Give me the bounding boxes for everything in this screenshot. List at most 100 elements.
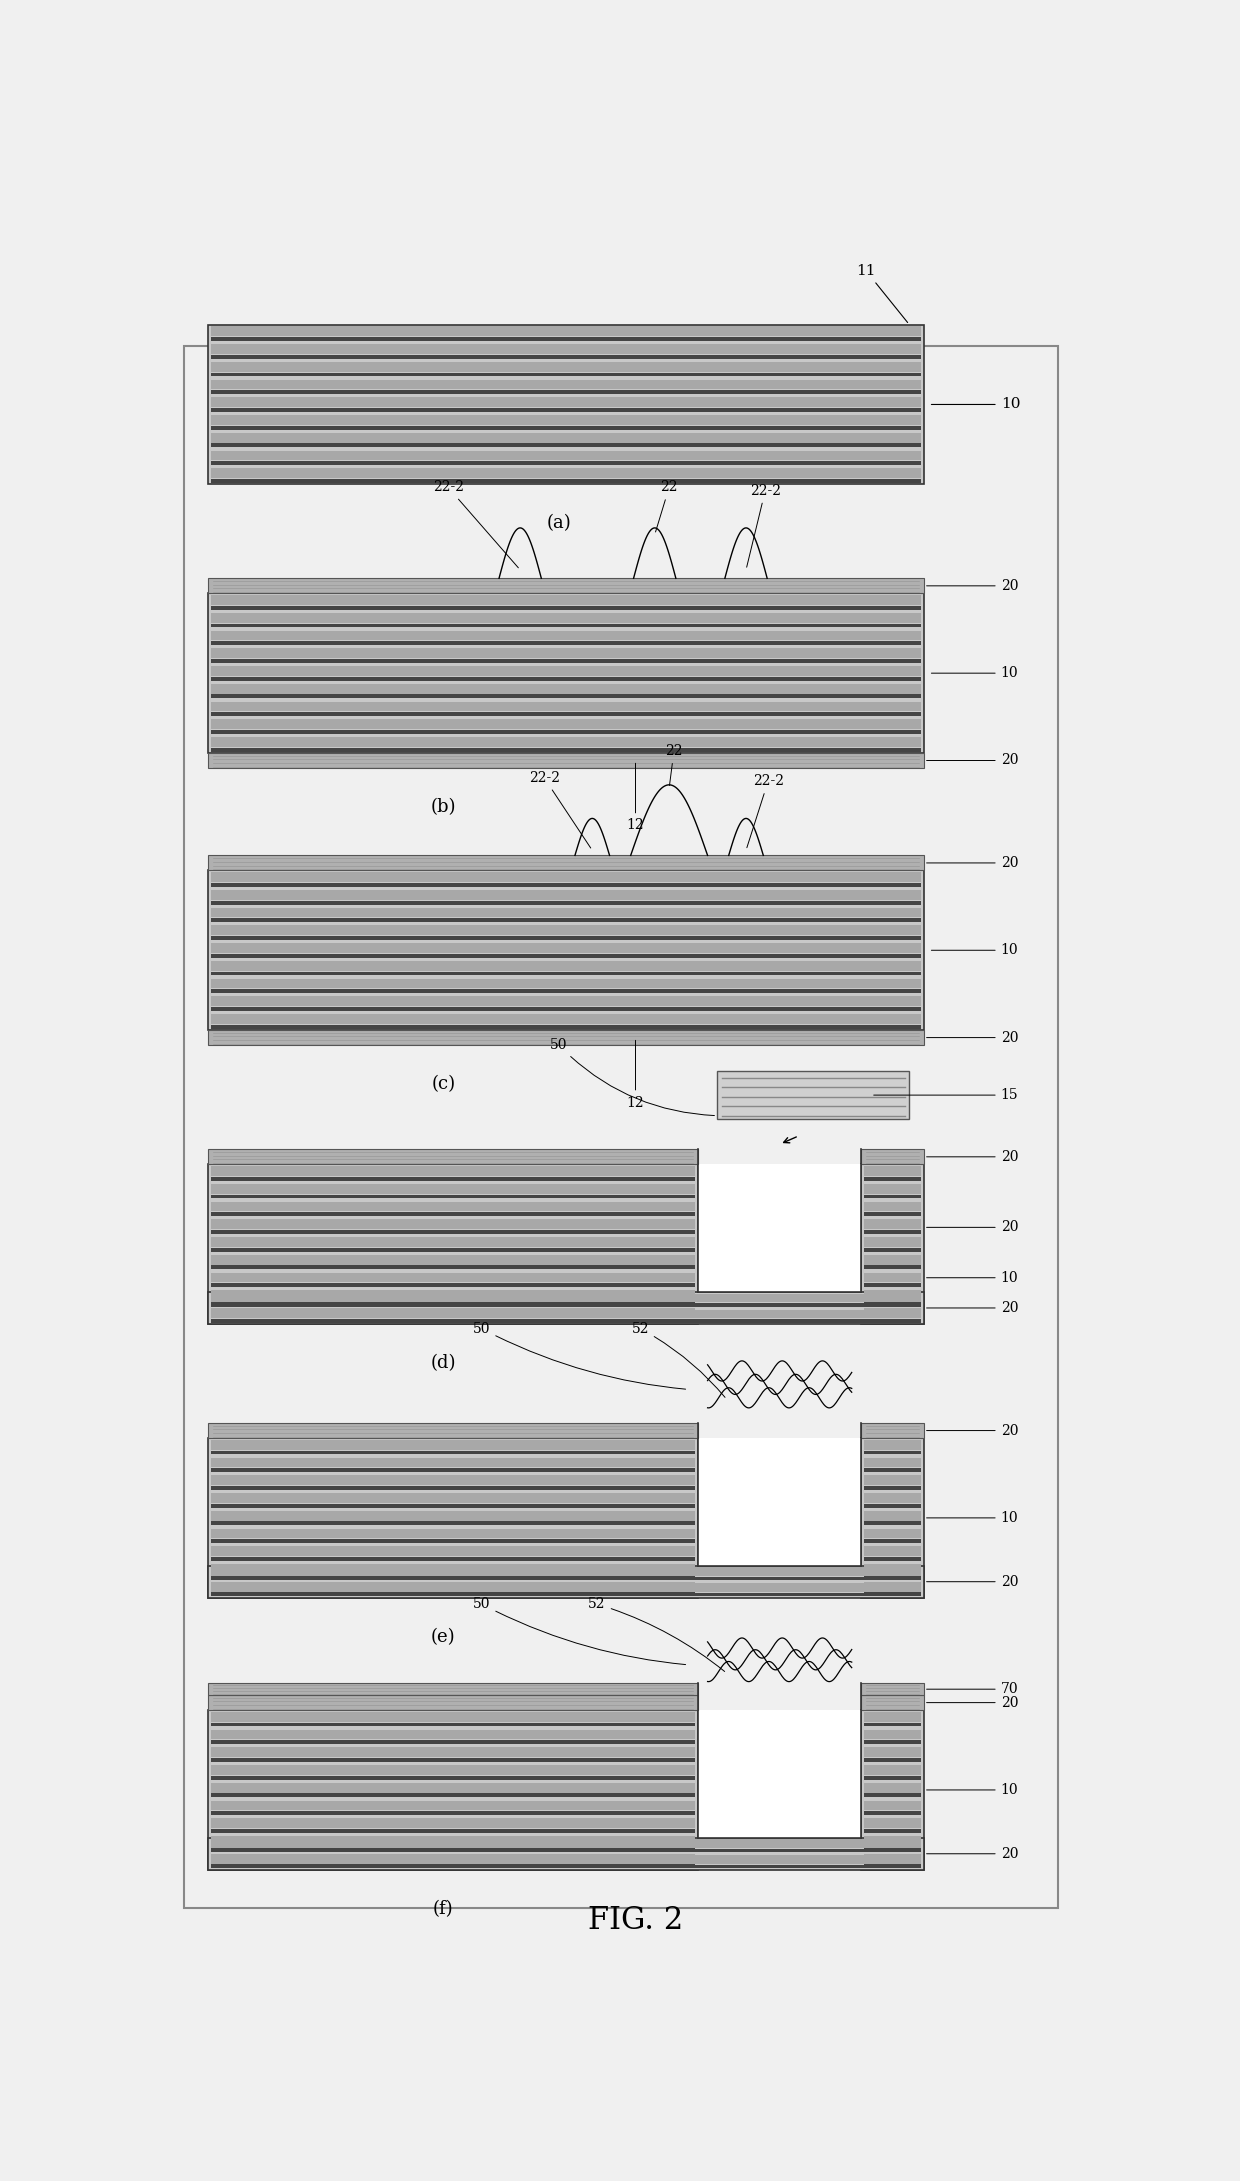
Bar bbox=[864, 1830, 921, 1832]
Bar bbox=[211, 1564, 696, 1575]
Bar bbox=[208, 1165, 698, 1324]
Bar bbox=[211, 1568, 921, 1577]
Bar bbox=[211, 962, 921, 971]
Text: 20: 20 bbox=[926, 1149, 1018, 1165]
Bar bbox=[211, 595, 921, 604]
Bar bbox=[864, 1474, 921, 1485]
Bar bbox=[211, 665, 921, 676]
Bar bbox=[698, 1165, 862, 1291]
Bar bbox=[864, 1468, 921, 1472]
Bar bbox=[211, 1485, 696, 1490]
Bar bbox=[211, 613, 921, 622]
Bar bbox=[862, 1437, 924, 1599]
Bar bbox=[211, 1468, 696, 1472]
Bar bbox=[211, 676, 921, 680]
Bar bbox=[864, 1522, 921, 1525]
Bar bbox=[211, 1265, 696, 1269]
Bar bbox=[864, 1557, 921, 1562]
Bar bbox=[211, 397, 921, 408]
Bar bbox=[211, 451, 921, 460]
Bar bbox=[211, 1248, 696, 1252]
Bar bbox=[864, 1723, 921, 1727]
Bar bbox=[211, 1712, 696, 1721]
Bar bbox=[864, 1747, 921, 1758]
Text: 10: 10 bbox=[926, 1782, 1018, 1797]
Bar bbox=[211, 971, 921, 975]
Bar bbox=[211, 443, 921, 447]
Bar bbox=[211, 1540, 696, 1544]
Bar bbox=[211, 1522, 696, 1525]
Bar bbox=[862, 1695, 924, 1710]
Bar bbox=[211, 480, 921, 482]
Bar bbox=[211, 1195, 696, 1197]
Bar bbox=[864, 1265, 921, 1269]
Text: 20: 20 bbox=[926, 1302, 1018, 1315]
Bar bbox=[864, 1195, 921, 1197]
Bar bbox=[211, 1309, 921, 1317]
Bar bbox=[211, 630, 921, 641]
Text: 20: 20 bbox=[926, 1695, 1018, 1710]
Bar bbox=[211, 1304, 921, 1306]
Bar bbox=[211, 1293, 921, 1302]
Bar bbox=[864, 1300, 921, 1304]
Bar bbox=[211, 990, 921, 992]
Bar bbox=[211, 1457, 696, 1468]
Bar bbox=[862, 1165, 924, 1324]
Bar bbox=[211, 1184, 696, 1193]
Text: 50: 50 bbox=[472, 1596, 686, 1664]
Text: 12: 12 bbox=[626, 1040, 645, 1110]
Bar bbox=[208, 1710, 698, 1869]
Text: 22-2: 22-2 bbox=[528, 770, 590, 848]
Text: (c): (c) bbox=[432, 1075, 455, 1093]
Bar bbox=[864, 1439, 921, 1450]
Text: 20: 20 bbox=[926, 1032, 1018, 1045]
Bar bbox=[864, 1802, 921, 1810]
Bar bbox=[211, 641, 921, 646]
Text: 50: 50 bbox=[549, 1038, 714, 1114]
Bar bbox=[211, 1830, 696, 1832]
Bar bbox=[698, 1437, 862, 1566]
Bar bbox=[211, 345, 921, 353]
Bar bbox=[864, 1836, 921, 1845]
Bar bbox=[864, 1230, 921, 1234]
Bar bbox=[211, 606, 921, 611]
Bar bbox=[864, 1511, 921, 1520]
Bar bbox=[211, 1758, 696, 1762]
Text: 20: 20 bbox=[926, 578, 1018, 593]
Bar bbox=[211, 1723, 696, 1727]
Bar bbox=[211, 936, 921, 940]
Bar bbox=[864, 1309, 921, 1317]
Bar bbox=[211, 1854, 696, 1863]
Text: (a): (a) bbox=[547, 515, 570, 532]
Bar bbox=[208, 870, 924, 1029]
Bar bbox=[211, 1439, 696, 1450]
Text: FIG. 2: FIG. 2 bbox=[588, 1906, 683, 1937]
Bar bbox=[211, 748, 921, 752]
Bar bbox=[211, 901, 921, 905]
Bar bbox=[211, 1254, 696, 1265]
Bar bbox=[862, 1684, 924, 1695]
Bar bbox=[211, 1793, 696, 1797]
Bar bbox=[864, 1248, 921, 1252]
Bar bbox=[211, 373, 921, 377]
Bar bbox=[211, 1583, 921, 1592]
Bar bbox=[211, 338, 921, 340]
Bar bbox=[211, 1836, 696, 1845]
Bar bbox=[211, 1782, 696, 1793]
Bar bbox=[211, 1008, 921, 1010]
Text: 20: 20 bbox=[926, 1424, 1018, 1437]
Bar bbox=[211, 872, 921, 881]
Bar bbox=[864, 1320, 921, 1322]
Bar bbox=[211, 1775, 696, 1780]
Bar bbox=[211, 1740, 696, 1745]
Bar bbox=[211, 469, 921, 478]
Bar bbox=[211, 1503, 696, 1507]
Bar bbox=[208, 1291, 924, 1324]
Bar bbox=[211, 1320, 921, 1322]
Bar bbox=[208, 1684, 698, 1695]
Bar bbox=[211, 925, 921, 936]
Bar bbox=[864, 1457, 921, 1468]
Bar bbox=[208, 325, 924, 484]
Bar bbox=[211, 1847, 696, 1849]
Bar bbox=[211, 685, 921, 694]
